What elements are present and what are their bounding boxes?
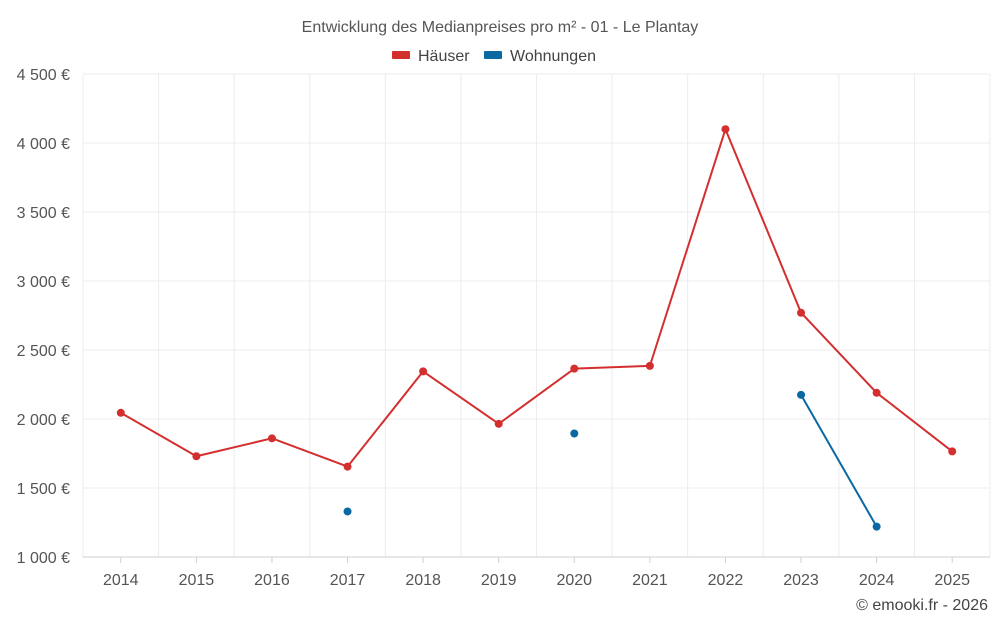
legend-label-wohnungen: Wohnungen — [510, 48, 596, 65]
x-tick-label: 2014 — [103, 572, 139, 589]
data-point[interactable] — [343, 462, 352, 471]
data-point[interactable] — [267, 434, 276, 443]
series-haeuser — [116, 125, 957, 471]
data-point[interactable] — [570, 429, 579, 438]
y-tick-label: 2 500 € — [17, 343, 70, 360]
grid — [82, 73, 991, 558]
x-tick-label: 2022 — [708, 572, 744, 589]
series-wohnungen — [343, 390, 881, 531]
x-tick-label: 2021 — [632, 572, 668, 589]
legend-swatch-haeuser — [392, 51, 410, 59]
data-point[interactable] — [116, 408, 125, 417]
legend-item-haeuser[interactable]: Häuser — [392, 48, 470, 65]
y-tick-label: 1 500 € — [17, 481, 70, 498]
data-point[interactable] — [645, 361, 654, 370]
x-tick-label: 2018 — [405, 572, 441, 589]
data-point[interactable] — [721, 125, 730, 134]
x-tick-label: 2019 — [481, 572, 517, 589]
data-point[interactable] — [343, 507, 352, 516]
y-tick-label: 3 000 € — [17, 274, 70, 291]
y-tick-label: 2 000 € — [17, 412, 70, 429]
y-tick-label: 3 500 € — [17, 205, 70, 222]
chart-title: Entwicklung des Medianpreises pro m² - 0… — [302, 19, 699, 36]
data-point[interactable] — [192, 452, 201, 461]
credit-text: © emooki.fr - 2026 — [856, 597, 988, 614]
data-point[interactable] — [797, 308, 806, 317]
y-tick-label: 4 000 € — [17, 136, 70, 153]
data-point[interactable] — [948, 447, 957, 456]
legend: Häuser Wohnungen — [392, 48, 596, 65]
series-line — [800, 394, 878, 528]
data-point[interactable] — [797, 390, 806, 399]
x-tick-label: 2016 — [254, 572, 290, 589]
legend-swatch-wohnungen — [484, 51, 502, 59]
x-tick-label: 2024 — [859, 572, 895, 589]
series-layer — [116, 125, 957, 531]
legend-label-haeuser: Häuser — [418, 48, 470, 65]
series-line — [120, 128, 953, 468]
y-axis: 1 000 € 1 500 € 2 000 € 2 500 € 3 000 € 3 500… — [17, 67, 70, 567]
x-tick-label: 2025 — [934, 572, 970, 589]
x-tick-label: 2020 — [556, 572, 592, 589]
x-tick-label: 2023 — [783, 572, 819, 589]
legend-item-wohnungen[interactable]: Wohnungen — [484, 48, 596, 65]
x-tick-label: 2015 — [179, 572, 215, 589]
data-point[interactable] — [872, 522, 881, 531]
y-tick-label: 4 500 € — [17, 67, 70, 84]
data-point[interactable] — [494, 419, 503, 428]
x-axis: 2014 2015 2016 2017 2018 2019 2020 2021 2022 2023… — [83, 556, 990, 589]
y-tick-label: 1 000 € — [17, 550, 70, 567]
data-point[interactable] — [419, 367, 428, 376]
x-tick-label: 2017 — [330, 572, 366, 589]
data-point[interactable] — [570, 364, 579, 373]
data-point[interactable] — [872, 388, 881, 397]
